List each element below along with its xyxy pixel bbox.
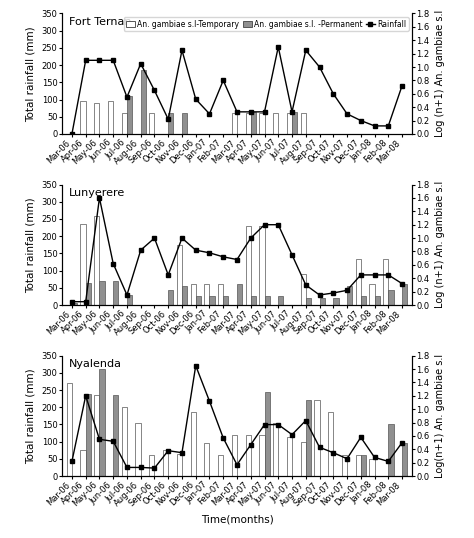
Bar xyxy=(306,298,311,305)
Bar xyxy=(278,296,283,305)
Legend: An. gambiae s.l-Temporary, An. gambiae s.l. -Permanent, Rainfall: An. gambiae s.l-Temporary, An. gambiae s… xyxy=(124,17,409,31)
Bar xyxy=(81,450,86,476)
Bar xyxy=(383,259,388,305)
Bar xyxy=(149,456,155,476)
Bar xyxy=(328,413,333,476)
Bar xyxy=(306,400,311,476)
Bar xyxy=(232,435,237,476)
Bar xyxy=(72,303,77,305)
Bar xyxy=(361,456,366,476)
Bar xyxy=(204,285,210,305)
Bar xyxy=(122,114,127,134)
Text: Lunyerere: Lunyerere xyxy=(69,188,125,198)
Y-axis label: Total rainfall (mm): Total rainfall (mm) xyxy=(26,197,36,293)
Bar xyxy=(259,114,264,134)
Bar xyxy=(177,245,182,305)
Bar xyxy=(196,296,201,305)
Bar xyxy=(127,295,132,305)
Bar xyxy=(246,114,251,134)
Bar xyxy=(191,285,196,305)
Y-axis label: Total rainfall (mm): Total rainfall (mm) xyxy=(26,26,36,122)
Bar xyxy=(361,296,366,305)
Bar xyxy=(81,224,86,305)
Bar xyxy=(273,423,278,476)
Bar xyxy=(369,459,374,476)
Bar xyxy=(177,454,182,476)
Bar xyxy=(100,370,105,476)
Bar xyxy=(168,114,173,134)
Bar xyxy=(127,96,132,134)
Bar xyxy=(182,114,187,134)
Bar xyxy=(163,450,168,476)
Bar xyxy=(251,111,256,134)
Bar xyxy=(347,286,352,305)
Bar xyxy=(218,285,223,305)
Bar xyxy=(100,281,105,305)
Bar xyxy=(81,101,86,134)
Bar xyxy=(86,282,91,305)
Bar xyxy=(232,114,237,134)
Bar xyxy=(237,285,242,305)
Bar xyxy=(402,443,407,476)
Bar xyxy=(204,443,210,476)
Text: Fort Ternan: Fort Ternan xyxy=(69,17,131,27)
Bar xyxy=(210,296,215,305)
Bar xyxy=(333,298,338,305)
X-axis label: Time(months): Time(months) xyxy=(201,514,273,524)
Bar xyxy=(246,226,251,305)
Bar xyxy=(388,424,393,476)
Bar xyxy=(292,111,297,134)
Bar xyxy=(122,407,127,476)
Bar xyxy=(218,456,223,476)
Text: Nyalenda: Nyalenda xyxy=(69,359,122,369)
Bar xyxy=(301,442,306,476)
Y-axis label: Log (n+1) An. gambiae s.l: Log (n+1) An. gambiae s.l xyxy=(435,10,446,137)
Y-axis label: Log (n+1) An. gambiae s.l: Log (n+1) An. gambiae s.l xyxy=(435,181,446,308)
Bar xyxy=(94,103,100,134)
Bar xyxy=(113,281,118,305)
Bar xyxy=(259,435,264,476)
Bar xyxy=(301,274,306,305)
Bar xyxy=(356,259,361,305)
Bar xyxy=(67,383,72,476)
Bar xyxy=(264,296,270,305)
Bar xyxy=(369,285,374,305)
Bar xyxy=(319,298,325,305)
Bar xyxy=(402,285,407,305)
Bar xyxy=(108,101,113,134)
Bar xyxy=(356,456,361,476)
Bar xyxy=(86,393,91,476)
Bar xyxy=(314,400,319,476)
Bar xyxy=(342,456,347,476)
Bar xyxy=(223,296,228,305)
Bar xyxy=(94,395,100,476)
Bar xyxy=(388,289,393,305)
Bar xyxy=(374,296,380,305)
Bar xyxy=(191,413,196,476)
Bar xyxy=(168,289,173,305)
Bar xyxy=(287,436,292,476)
Bar xyxy=(251,296,256,305)
Bar xyxy=(94,216,100,305)
Bar xyxy=(246,435,251,476)
Bar xyxy=(287,114,292,134)
Bar xyxy=(113,395,118,476)
Y-axis label: Log(n+1) An. gambiae s.l: Log(n+1) An. gambiae s.l xyxy=(435,354,446,478)
Bar xyxy=(264,392,270,476)
Bar xyxy=(273,114,278,134)
Bar xyxy=(149,114,155,134)
Y-axis label: Total rainfall (mm): Total rainfall (mm) xyxy=(26,368,36,464)
Bar xyxy=(301,114,306,134)
Bar xyxy=(136,423,141,476)
Bar xyxy=(141,70,146,134)
Bar xyxy=(182,286,187,305)
Bar xyxy=(259,226,264,305)
